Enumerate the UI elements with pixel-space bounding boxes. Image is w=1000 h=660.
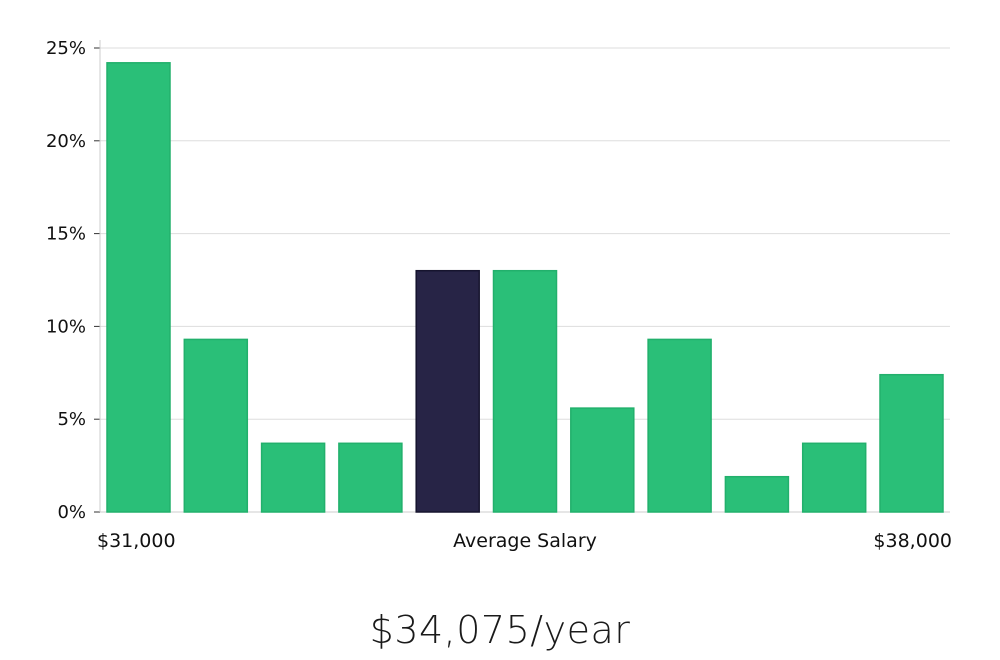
average-salary-value: $34,075/year bbox=[369, 608, 631, 652]
y-tick-label: 10% bbox=[46, 316, 86, 337]
x-axis-title: Average Salary bbox=[453, 530, 597, 552]
y-tick-label: 5% bbox=[57, 409, 86, 430]
bar bbox=[492, 269, 558, 513]
y-tick-label: 20% bbox=[46, 131, 86, 152]
y-axis-ticks: 0% 5% 10% 15% 20% 25% bbox=[46, 38, 100, 523]
bar bbox=[106, 62, 171, 513]
y-tick-label: 0% bbox=[57, 502, 86, 523]
bars bbox=[106, 62, 944, 513]
y-tick-label: 25% bbox=[46, 38, 86, 59]
bar bbox=[570, 407, 635, 513]
bar bbox=[338, 442, 403, 513]
y-tick-label: 15% bbox=[46, 224, 86, 245]
salary-histogram-chart: 0%5%10%15%20%25% $31,000 Average Salary … bbox=[46, 38, 952, 552]
bar bbox=[879, 373, 944, 513]
bar bbox=[724, 475, 790, 513]
bar-highlight bbox=[415, 269, 480, 513]
bar bbox=[260, 442, 326, 513]
bar bbox=[183, 338, 249, 513]
x-label-min: $31,000 bbox=[97, 530, 176, 552]
x-label-max: $38,000 bbox=[873, 530, 952, 552]
bar bbox=[801, 442, 867, 513]
bar bbox=[647, 338, 712, 513]
